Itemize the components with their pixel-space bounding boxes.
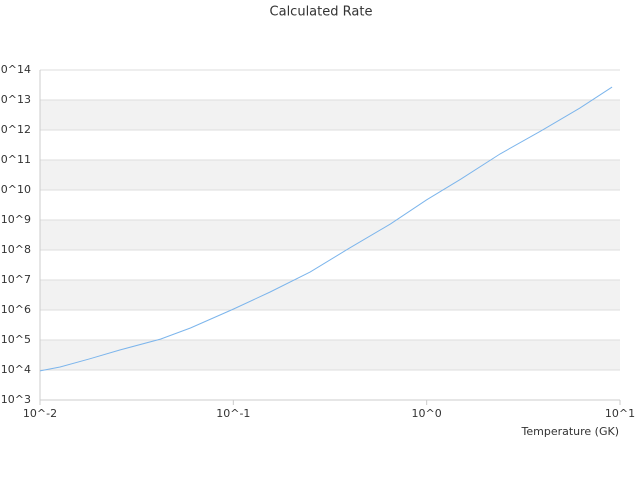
y-tick-label: 10^8 bbox=[1, 243, 31, 256]
grid-band bbox=[40, 340, 620, 370]
chart-title: Calculated Rate bbox=[270, 5, 373, 20]
x-tick-label: 10^0 bbox=[412, 407, 442, 420]
x-tick-label: 10^1 bbox=[605, 407, 635, 420]
y-tick-label: 10^4 bbox=[1, 363, 31, 376]
y-tick-label: 10^14 bbox=[0, 63, 31, 76]
y-tick-label: 10^13 bbox=[0, 93, 31, 106]
grid-band bbox=[40, 100, 620, 130]
y-tick-label: 10^12 bbox=[0, 123, 31, 136]
grid-band bbox=[40, 160, 620, 190]
x-axis-label: Temperature (GK) bbox=[521, 425, 620, 438]
grid-band bbox=[40, 280, 620, 310]
y-tick-label: 10^9 bbox=[1, 213, 31, 226]
y-tick-label: 10^7 bbox=[1, 273, 31, 286]
y-tick-label: 10^5 bbox=[1, 333, 31, 346]
y-tick-label: 10^11 bbox=[0, 153, 31, 166]
x-tick-label: 10^-1 bbox=[216, 407, 250, 420]
data-line bbox=[39, 86, 613, 372]
y-tick-label: 10^6 bbox=[1, 303, 31, 316]
y-tick-label: 10^10 bbox=[0, 183, 31, 196]
grid-band bbox=[40, 220, 620, 250]
y-tick-label: 10^3 bbox=[1, 393, 31, 406]
x-tick-label: 10^-2 bbox=[23, 407, 57, 420]
